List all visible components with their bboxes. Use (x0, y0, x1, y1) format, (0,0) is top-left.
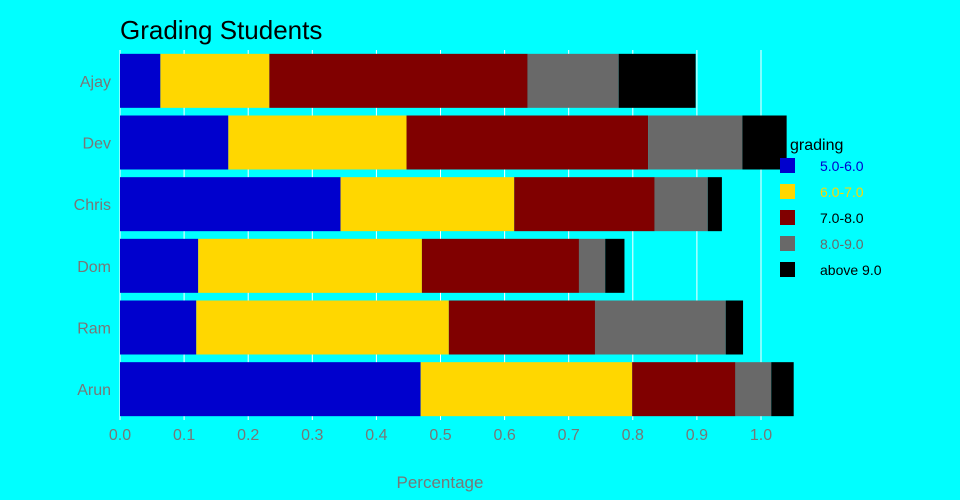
legend-title: grading (790, 137, 843, 154)
x-tick-label: 0.6 (493, 427, 515, 444)
bar-segment (120, 177, 341, 232)
legend-label: above 9.0 (820, 262, 882, 278)
x-tick-label: 1.0 (750, 427, 772, 444)
y-tick-label: Arun (77, 382, 111, 399)
bar-segment (648, 115, 743, 170)
x-axis-title: Percentage (397, 473, 484, 492)
bar-segment (618, 53, 696, 108)
legend: grading 5.0-6.0 6.0-7.0 7.0-8.0 8.0-9.0 abov… (780, 137, 882, 278)
y-tick-labels: Ajay Dev Chris Dom Ram Arun (74, 74, 111, 399)
bar-segment (735, 362, 772, 417)
bar-segment (632, 362, 736, 417)
bar-segment (228, 115, 407, 170)
grid (119, 50, 762, 420)
legend-swatch (780, 184, 795, 199)
chart-title: Grading Students (120, 15, 322, 45)
y-tick-label: Dev (83, 136, 111, 153)
x-tick-label: 0.1 (173, 427, 195, 444)
bar-segment (196, 300, 449, 355)
bar-segment (120, 300, 197, 355)
bar-segment (269, 53, 528, 108)
bar-segment (420, 362, 633, 417)
y-tick-label: Ram (77, 321, 111, 338)
bar-segment (578, 238, 606, 293)
bar-segment (514, 177, 655, 232)
bar-segment (742, 115, 787, 170)
bar-segment (605, 238, 625, 293)
legend-label: 7.0-8.0 (820, 210, 864, 226)
x-tick-label: 0.3 (301, 427, 323, 444)
bar-segment (120, 53, 161, 108)
bar-segment (160, 53, 270, 108)
bar-segment (421, 238, 579, 293)
bar-segment (594, 300, 726, 355)
bar-segment (527, 53, 619, 108)
bar-segment (654, 177, 708, 232)
x-tick-labels: 0.0 0.1 0.2 0.3 0.4 0.5 0.6 0.7 0.8 0.9 1.0 (109, 427, 772, 444)
y-tick-label: Chris (74, 197, 111, 214)
y-tick-label: Ajay (80, 74, 111, 91)
legend-label: 8.0-9.0 (820, 236, 864, 252)
y-tick-label: Dom (77, 259, 111, 276)
bar-segment (198, 238, 422, 293)
bar-segment (707, 177, 722, 232)
x-tick-label: 0.0 (109, 427, 131, 444)
bars (120, 53, 794, 417)
x-tick-label: 0.8 (622, 427, 644, 444)
bar-segment (120, 362, 421, 417)
bar-segment (340, 177, 515, 232)
x-tick-label: 0.9 (686, 427, 708, 444)
bar-segment (725, 300, 744, 355)
legend-label: 6.0-7.0 (820, 184, 864, 200)
legend-swatch (780, 236, 795, 251)
x-tick-label: 0.2 (237, 427, 259, 444)
x-tick-label: 0.4 (365, 427, 387, 444)
bar-segment (771, 362, 794, 417)
legend-swatch (780, 158, 795, 173)
x-tick-label: 0.7 (558, 427, 580, 444)
bar-segment (448, 300, 595, 355)
bar-segment (406, 115, 649, 170)
legend-swatch (780, 210, 795, 225)
bar-segment (120, 115, 229, 170)
legend-label: 5.0-6.0 (820, 158, 864, 174)
bar-segment (120, 238, 199, 293)
x-tick-label: 0.5 (429, 427, 451, 444)
legend-swatch (780, 262, 795, 277)
